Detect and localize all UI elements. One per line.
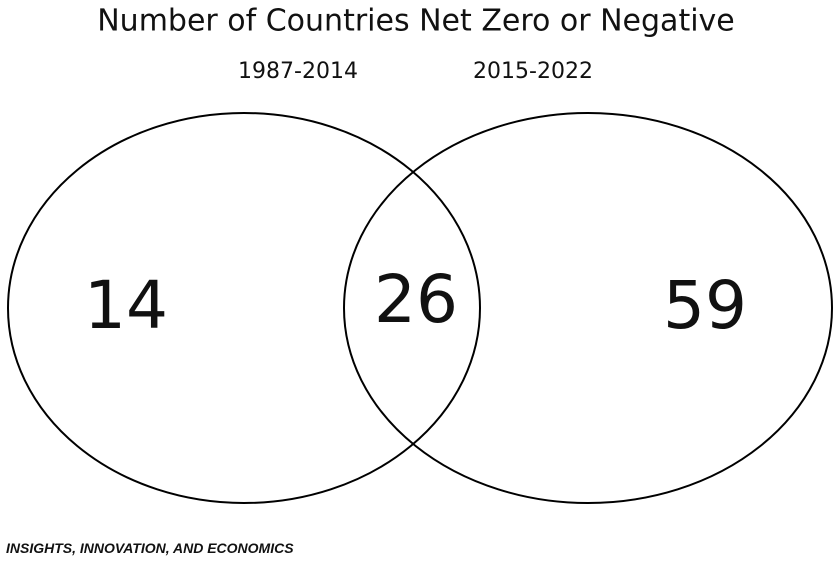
region-count: 26 (374, 261, 458, 338)
title: Number of Countries Net Zero or Negative (97, 4, 735, 39)
set-circle (7, 112, 481, 504)
set-label: 1987-2014 (238, 59, 358, 84)
set-circle (343, 112, 833, 504)
footer: INSIGHTS, INNOVATION, AND ECONOMICS (6, 540, 294, 556)
region-count: 59 (663, 267, 747, 344)
region-count: 14 (84, 267, 168, 344)
set-label: 2015-2022 (473, 59, 593, 84)
